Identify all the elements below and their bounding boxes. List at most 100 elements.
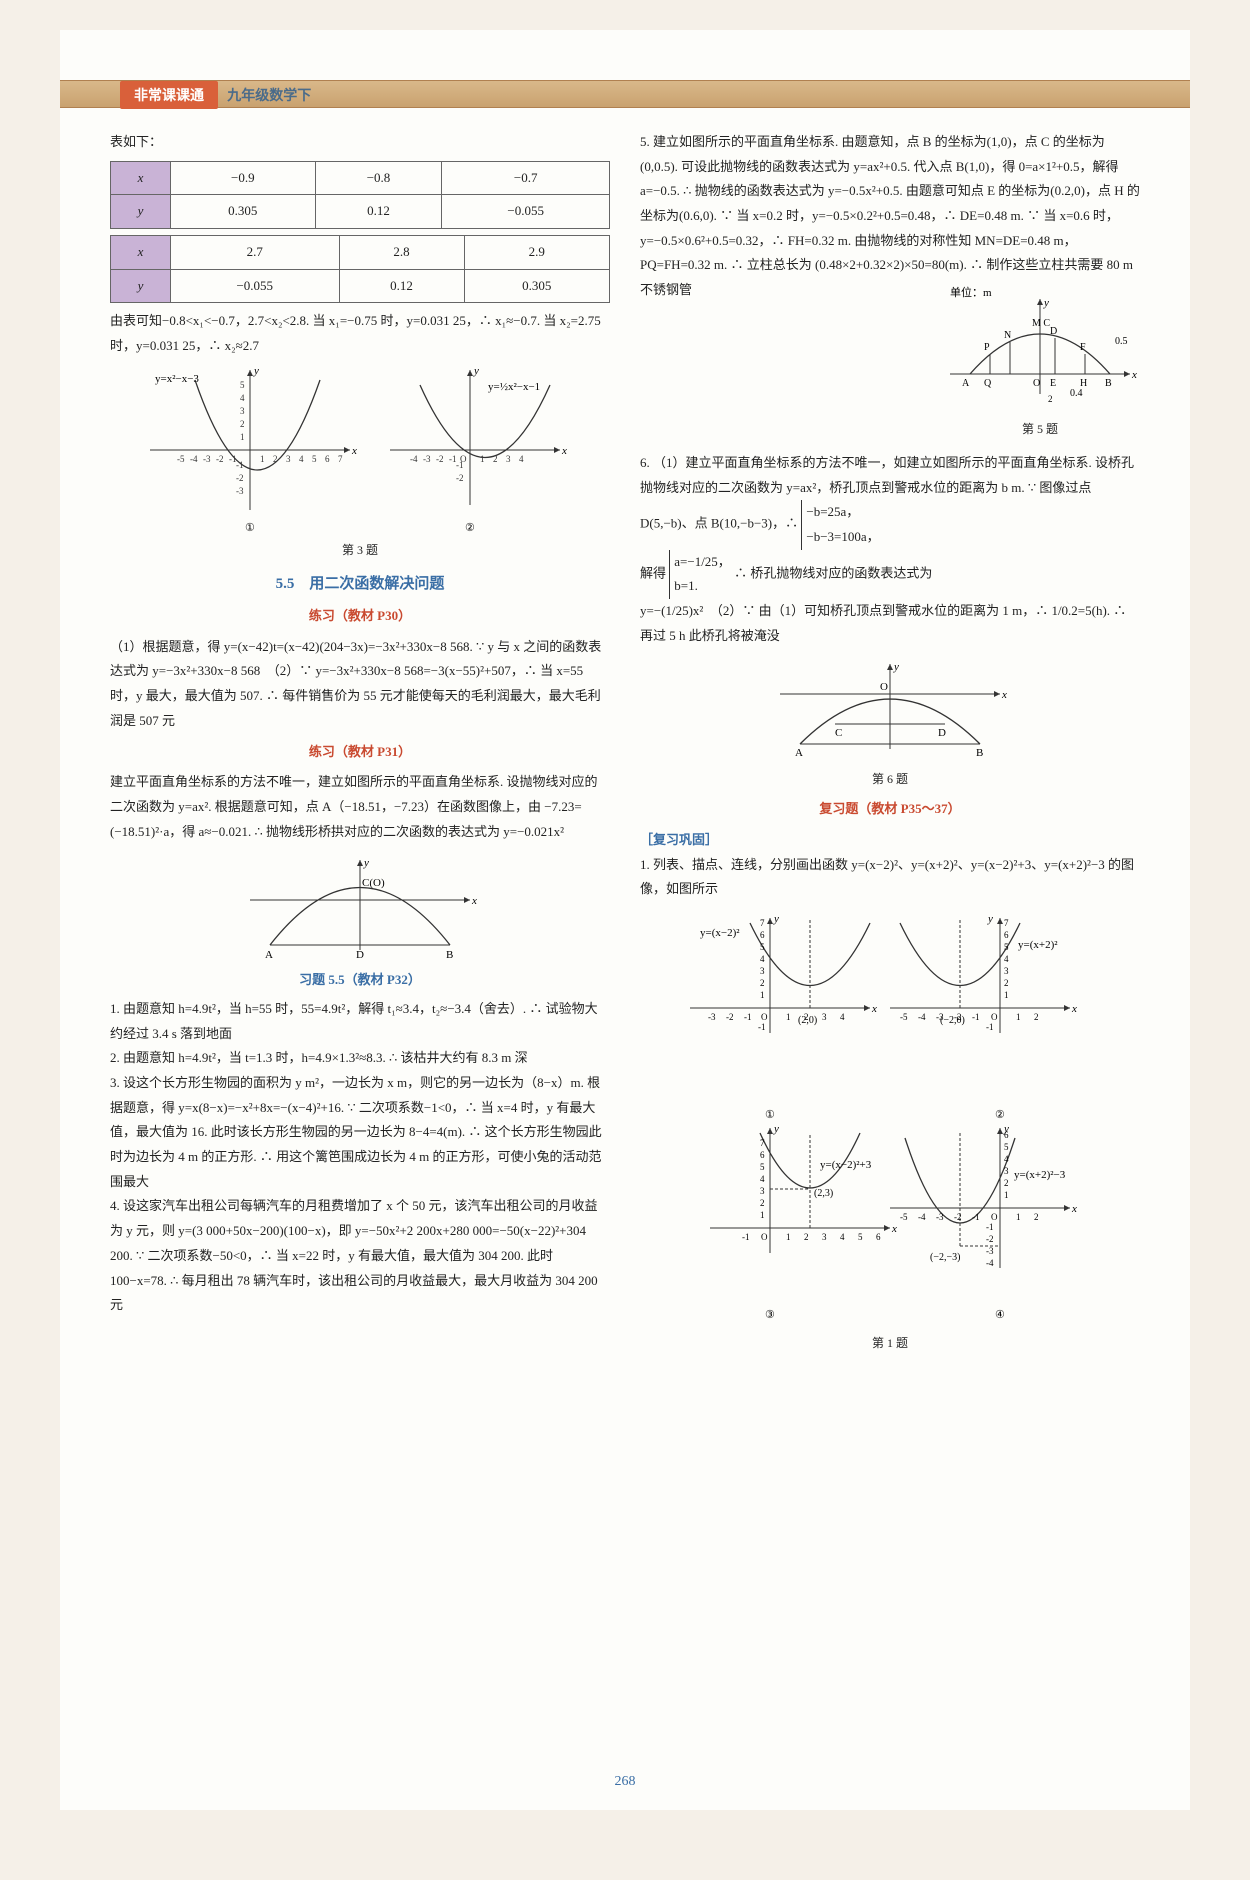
- table-cell: 2.7: [171, 236, 340, 270]
- svg-text:O: O: [880, 681, 888, 693]
- svg-text:2: 2: [804, 1232, 809, 1242]
- svg-text:x: x: [1001, 689, 1007, 701]
- svg-text:0.4: 0.4: [1070, 388, 1083, 399]
- table-intro: 表如下：: [110, 130, 610, 155]
- practice-5-5-p32: 习题 5.5（教材 P32）: [110, 968, 610, 993]
- svg-text:2: 2: [1048, 394, 1053, 404]
- svg-text:1: 1: [1004, 1190, 1009, 1200]
- svg-text:-3: -3: [203, 454, 211, 464]
- svg-text:x: x: [871, 1003, 877, 1015]
- svg-text:O: O: [1033, 378, 1040, 389]
- svg-text:4: 4: [760, 954, 765, 964]
- arch-diagram-5: 单位：m A Q O E H B P: [940, 284, 1140, 414]
- four-parabolas-chart: -3-2-1O 1234 1234567 -1 y=(x−2)² (2,0) x…: [660, 908, 1120, 1328]
- question-6-part3: y=−(1/25)x² （2）∵ 由（1）可知桥孔顶点到警戒水位的距离为 1 m…: [640, 599, 1140, 648]
- svg-text:5: 5: [1004, 942, 1009, 952]
- svg-text:C(O): C(O): [362, 877, 385, 889]
- svg-text:2: 2: [1034, 1212, 1039, 1222]
- svg-text:A: A: [962, 378, 970, 389]
- svg-text:1: 1: [786, 1232, 791, 1242]
- svg-text:2: 2: [240, 419, 245, 429]
- svg-text:y: y: [1003, 1123, 1009, 1135]
- review-section-title: 复习题（教材 P35～37）: [640, 797, 1140, 822]
- svg-text:4: 4: [840, 1232, 845, 1242]
- svg-text:y=(x−2)²: y=(x−2)²: [700, 927, 740, 939]
- figure-5: 单位：m A Q O E H B P: [940, 284, 1140, 445]
- svg-text:-3: -3: [423, 454, 431, 464]
- svg-text:-1: -1: [986, 1022, 994, 1032]
- svg-text:0.5: 0.5: [1115, 336, 1128, 347]
- svg-text:O: O: [991, 1212, 998, 1222]
- svg-text:y=(x+2)²: y=(x+2)²: [1018, 939, 1058, 951]
- review-tag: ［复习巩固］: [640, 828, 1140, 853]
- p30-solution: （1）根据题意，得 y=(x−42)t=(x−42)(204−3x)=−3x²+…: [110, 635, 610, 734]
- svg-text:-2: -2: [436, 454, 444, 464]
- svg-text:-1: -1: [986, 1222, 994, 1232]
- svg-text:-4: -4: [918, 1212, 926, 1222]
- svg-text:4: 4: [840, 1012, 845, 1022]
- svg-text:6: 6: [876, 1232, 881, 1242]
- review-q1: 1. 列表、描点、连线，分别画出函数 y=(x−2)²、y=(x+2)²、y=(…: [640, 853, 1140, 902]
- svg-text:D: D: [938, 727, 946, 739]
- table-cell: 0.305: [464, 269, 609, 303]
- figure-review-1-caption: 第 1 题: [640, 1332, 1140, 1355]
- svg-text:A: A: [265, 949, 273, 960]
- svg-text:x: x: [891, 1223, 897, 1235]
- svg-text:P: P: [984, 342, 990, 353]
- svg-text:3: 3: [240, 406, 245, 416]
- figure-6-caption: 第 6 题: [640, 768, 1140, 791]
- svg-text:3: 3: [822, 1012, 827, 1022]
- question-2: 2. 由题意知 h=4.9t²，当 t=1.3 时，h=4.9×1.3²≈8.3…: [110, 1046, 610, 1071]
- svg-text:单位：m: 单位：m: [950, 285, 992, 299]
- figure-3-caption: 第 3 题: [110, 539, 610, 562]
- svg-text:6: 6: [325, 454, 330, 464]
- svg-text:4: 4: [240, 393, 245, 403]
- svg-text:3: 3: [760, 966, 765, 976]
- figure-3: x y -5-4-3-2-1 1234567 12345 -1-2-3 y=x²…: [110, 365, 610, 562]
- svg-text:x: x: [561, 445, 567, 457]
- question-3: 3. 设这个长方形生物园的面积为 y m²，一边长为 x m，则它的另一边长为（…: [110, 1071, 610, 1194]
- svg-text:N: N: [1004, 330, 1011, 341]
- svg-text:2: 2: [1004, 1178, 1009, 1188]
- svg-text:y=x²−x−3: y=x²−x−3: [155, 373, 199, 385]
- svg-text:F: F: [1080, 342, 1086, 353]
- svg-text:-1: -1: [742, 1232, 750, 1242]
- svg-text:-4: -4: [986, 1258, 994, 1268]
- table-row-head: y: [111, 269, 171, 303]
- svg-text:3: 3: [822, 1232, 827, 1242]
- table-cell: 0.12: [339, 269, 464, 303]
- table-cell: 0.305: [171, 195, 316, 229]
- svg-text:1: 1: [260, 454, 265, 464]
- svg-text:5: 5: [312, 454, 317, 464]
- svg-text:-3: -3: [236, 486, 244, 496]
- svg-text:-3: -3: [986, 1246, 994, 1256]
- table-row-head: y: [111, 195, 171, 229]
- svg-text:-1: -1: [744, 1012, 752, 1022]
- svg-text:y: y: [363, 857, 369, 869]
- table-1: x −0.9 −0.8 −0.7 y 0.305 0.12 −0.055: [110, 161, 610, 229]
- svg-text:6: 6: [760, 930, 765, 940]
- svg-text:5: 5: [760, 1162, 765, 1172]
- svg-text:x: x: [351, 445, 357, 457]
- svg-text:B: B: [446, 949, 453, 960]
- table-cell: 0.12: [315, 195, 442, 229]
- svg-text:x: x: [1131, 369, 1137, 381]
- section-5-5-title: 5.5 用二次函数解决问题: [110, 570, 610, 599]
- svg-text:2: 2: [760, 1198, 765, 1208]
- svg-text:O: O: [761, 1012, 768, 1022]
- svg-text:②: ②: [995, 1109, 1005, 1121]
- svg-text:-5: -5: [900, 1212, 908, 1222]
- table-cell: −0.9: [171, 161, 316, 195]
- table-row-head: x: [111, 236, 171, 270]
- question-6-part1: 6. （1）建立平面直角坐标系的方法不唯一，如建立如图所示的平面直角坐标系. 设…: [640, 451, 1140, 550]
- svg-text:C: C: [835, 727, 842, 739]
- svg-text:B: B: [1105, 378, 1112, 389]
- svg-text:2: 2: [760, 978, 765, 988]
- svg-text:1: 1: [786, 1012, 791, 1022]
- table-cell: −0.055: [442, 195, 610, 229]
- table-row-head: x: [111, 161, 171, 195]
- svg-text:-1: -1: [758, 1022, 766, 1032]
- svg-text:①: ①: [765, 1109, 775, 1121]
- question-4: 4. 设这家汽车出租公司每辆汽车的月租费增加了 x 个 50 元，该汽车出租公司…: [110, 1194, 610, 1317]
- table-2: x 2.7 2.8 2.9 y −0.055 0.12 0.305: [110, 235, 610, 303]
